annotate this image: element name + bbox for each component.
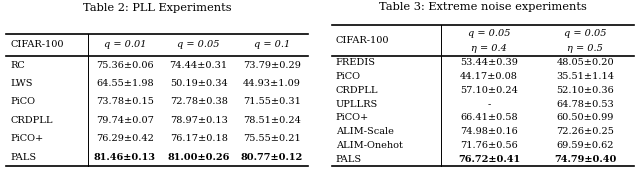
Text: 79.74±0.07: 79.74±0.07 — [96, 116, 154, 125]
Text: FREDIS: FREDIS — [336, 58, 376, 67]
Text: CIFAR-100: CIFAR-100 — [10, 40, 63, 49]
Text: 78.51±0.24: 78.51±0.24 — [243, 116, 301, 125]
Text: PiCO: PiCO — [10, 97, 35, 106]
Text: 81.00±0.26: 81.00±0.26 — [168, 153, 230, 162]
Text: 74.44±0.31: 74.44±0.31 — [170, 61, 228, 70]
Text: Table 3: Extreme noise experiments: Table 3: Extreme noise experiments — [379, 2, 587, 12]
Text: q = 0.05: q = 0.05 — [564, 29, 607, 38]
Text: 57.10±0.24: 57.10±0.24 — [460, 86, 518, 95]
Text: Table 2: PLL Experiments: Table 2: PLL Experiments — [83, 3, 232, 13]
Text: 52.10±0.36: 52.10±0.36 — [556, 86, 614, 95]
Text: 81.46±0.13: 81.46±0.13 — [93, 153, 156, 162]
Text: ALIM-Scale: ALIM-Scale — [336, 127, 394, 136]
Text: RC: RC — [10, 61, 25, 70]
Text: PiCO: PiCO — [336, 72, 361, 81]
Text: η = 0.4: η = 0.4 — [471, 44, 507, 53]
Text: 74.98±0.16: 74.98±0.16 — [460, 127, 518, 136]
Text: 75.36±0.06: 75.36±0.06 — [96, 61, 154, 70]
Text: 64.55±1.98: 64.55±1.98 — [96, 79, 154, 88]
Text: 72.78±0.38: 72.78±0.38 — [170, 97, 228, 106]
Text: LWS: LWS — [10, 79, 33, 88]
Text: η = 0.5: η = 0.5 — [568, 44, 604, 53]
Text: 66.41±0.58: 66.41±0.58 — [460, 113, 518, 122]
Text: PALS: PALS — [336, 155, 362, 164]
Text: CIFAR-100: CIFAR-100 — [336, 36, 389, 45]
Text: PiCO+: PiCO+ — [10, 134, 44, 143]
Text: PiCO+: PiCO+ — [336, 113, 369, 122]
Text: CRDPLL: CRDPLL — [10, 116, 52, 125]
Text: q = 0.01: q = 0.01 — [104, 40, 146, 49]
Text: q = 0.05: q = 0.05 — [177, 40, 220, 49]
Text: 69.59±0.62: 69.59±0.62 — [557, 141, 614, 150]
Text: 71.76±0.56: 71.76±0.56 — [460, 141, 518, 150]
Text: 72.26±0.25: 72.26±0.25 — [556, 127, 614, 136]
Text: 44.93±1.09: 44.93±1.09 — [243, 79, 301, 88]
Text: PALS: PALS — [10, 153, 36, 162]
Text: 50.19±0.34: 50.19±0.34 — [170, 79, 227, 88]
Text: 73.79±0.29: 73.79±0.29 — [243, 61, 301, 70]
Text: 75.55±0.21: 75.55±0.21 — [243, 134, 301, 143]
Text: q = 0.05: q = 0.05 — [468, 29, 510, 38]
Text: ALIM-Onehot: ALIM-Onehot — [336, 141, 403, 150]
Text: 35.51±1.14: 35.51±1.14 — [556, 72, 614, 81]
Text: 78.97±0.13: 78.97±0.13 — [170, 116, 228, 125]
Text: 80.77±0.12: 80.77±0.12 — [241, 153, 303, 162]
Text: q = 0.1: q = 0.1 — [253, 40, 290, 49]
Text: UPLLRS: UPLLRS — [336, 100, 378, 109]
Text: 64.78±0.53: 64.78±0.53 — [556, 100, 614, 109]
Text: 60.50±0.99: 60.50±0.99 — [557, 113, 614, 122]
Text: 74.79±0.40: 74.79±0.40 — [554, 155, 616, 164]
Text: -: - — [487, 100, 490, 109]
Text: 76.72±0.41: 76.72±0.41 — [458, 155, 520, 164]
Text: 53.44±0.39: 53.44±0.39 — [460, 58, 518, 67]
Text: CRDPLL: CRDPLL — [336, 86, 378, 95]
Text: 76.29±0.42: 76.29±0.42 — [96, 134, 154, 143]
Text: 76.17±0.18: 76.17±0.18 — [170, 134, 228, 143]
Text: 73.78±0.15: 73.78±0.15 — [96, 97, 154, 106]
Text: 48.05±0.20: 48.05±0.20 — [557, 58, 614, 67]
Text: 71.55±0.31: 71.55±0.31 — [243, 97, 301, 106]
Text: 44.17±0.08: 44.17±0.08 — [460, 72, 518, 81]
